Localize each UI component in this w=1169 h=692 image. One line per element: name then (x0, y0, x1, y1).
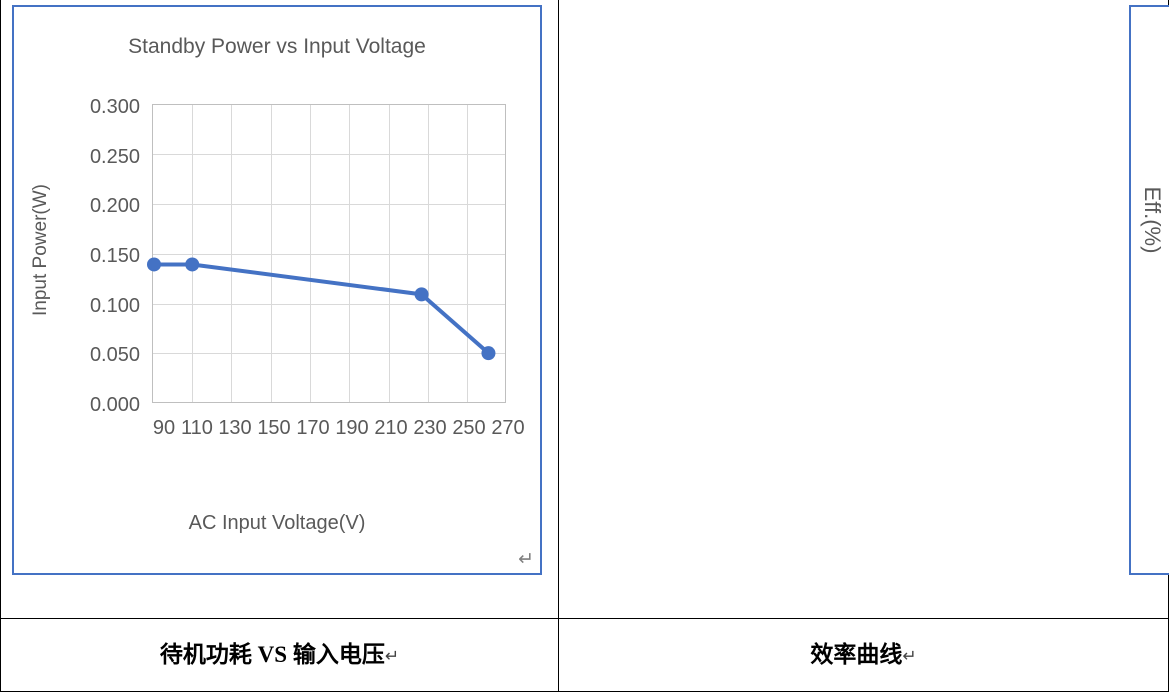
gridline-v (467, 105, 468, 402)
standby-xaxis-title: AC Input Voltage(V) (188, 512, 366, 534)
chart-title-standby: Standby Power vs Input Voltage (128, 35, 426, 58)
table-cell-caption-standby: 待机功耗 VS 输入电压↵ (0, 619, 559, 691)
chart-title-efficiency: Eff. VS Load (1131, 25, 1169, 45)
standby-series-layer (147, 257, 496, 361)
gridline-v (271, 105, 272, 402)
table-cell-caption-efficiency: 效率曲线↵ (559, 619, 1169, 691)
standby-yaxis-title: Input Power(W) (30, 184, 51, 316)
gridline-v (310, 105, 311, 402)
table-cell-standby-chart: Standby Power vs Input Voltage 0.300 0.2… (0, 0, 559, 618)
gridline-h (153, 353, 505, 354)
gridline-h (153, 304, 505, 305)
gridline-v (428, 105, 429, 402)
gridline-v (349, 105, 350, 402)
standby-ytick-0250: 0.250 (89, 146, 140, 168)
standby-ytick-0000: 0.000 (89, 394, 140, 416)
efficiency-chart[interactable]: Eff. VS Load 96.00% 95.00% 94.00% 93.00%… (1129, 5, 1169, 575)
efficiency-yaxis-title: Eff.(%) (1140, 186, 1165, 254)
return-arrow-icon: ↵ (902, 646, 917, 666)
table-row-charts: Standby Power vs Input Voltage 0.300 0.2… (0, 0, 1169, 618)
standby-xtick-190: 190 (335, 417, 369, 439)
standby-xtick-110: 110 (181, 417, 213, 439)
standby-ytick-0050: 0.050 (89, 344, 140, 366)
caption-efficiency: 效率曲线↵ (810, 635, 916, 669)
return-arrow-icon: ↵ (384, 646, 400, 666)
efficiency-legend: 90Vac 115Vac 230Vac (1131, 502, 1169, 524)
table-row-captions: 待机功耗 VS 输入电压↵ 效率曲线↵ (0, 618, 1169, 692)
gridline-h (153, 254, 505, 255)
caption-standby: 待机功耗 VS 输入电压↵ (160, 635, 399, 669)
gridline-h (153, 204, 505, 205)
gridline-v (389, 105, 390, 402)
standby-xtick-230: 230 (413, 417, 447, 439)
standby-plot-area (147, 104, 506, 403)
standby-xtick-270: 270 (491, 417, 525, 439)
standby-ytick-0150: 0.150 (89, 245, 140, 267)
return-arrow-icon: ↵ (518, 549, 534, 570)
standby-xtick-90: 90 (152, 417, 176, 439)
caption-standby-text: 待机功耗 VS 输入电压 (159, 642, 385, 667)
standby-xtick-170: 170 (296, 417, 330, 439)
standby-xtick-150: 150 (257, 417, 291, 439)
gridline-h (153, 154, 505, 155)
caption-efficiency-text: 效率曲线 (810, 642, 903, 667)
standby-ytick-0100: 0.100 (89, 295, 140, 317)
standby-xtick-210: 210 (374, 417, 408, 439)
standby-ytick-0300: 0.300 (89, 96, 140, 118)
gridline-v (231, 105, 232, 402)
standby-ytick-0200: 0.200 (89, 195, 140, 217)
gridline-v (192, 105, 193, 402)
table-cell-efficiency-chart: Eff. VS Load 96.00% 95.00% 94.00% 93.00%… (559, 0, 1169, 618)
standby-xtick-250: 250 (452, 417, 486, 439)
standby-power-chart[interactable]: Standby Power vs Input Voltage 0.300 0.2… (12, 5, 542, 575)
standby-xtick-130: 130 (218, 417, 252, 439)
